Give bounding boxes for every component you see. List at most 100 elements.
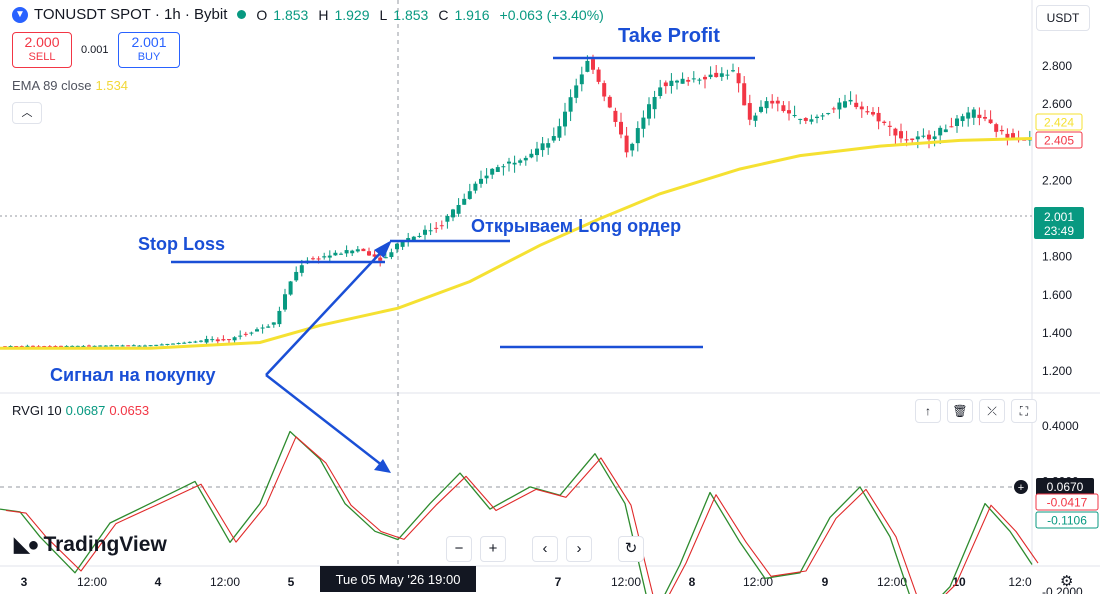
- maximize-pane-button[interactable]: ⛶: [1011, 399, 1037, 423]
- candle-body: [803, 118, 808, 121]
- open-long-label: Открываем Long ордер: [471, 216, 681, 236]
- market-status-icon: [237, 10, 247, 19]
- candle-body: [893, 128, 898, 136]
- candle-body: [820, 115, 825, 117]
- candle-body: [546, 143, 551, 148]
- symbol-legend[interactable]: ▼ TONUSDT SPOT · 1h · Bybit O 1.853 H 1.92…: [12, 6, 608, 23]
- candle-body: [159, 344, 164, 346]
- candle-body: [495, 167, 500, 172]
- close-label: C: [438, 6, 449, 23]
- osc-red-badge-bg: [1035, 493, 1099, 511]
- candle-body: [882, 121, 887, 123]
- candle-body: [994, 124, 999, 132]
- tradingview-logo[interactable]: ◣● TradingView: [14, 532, 167, 557]
- candle-body: [971, 109, 976, 118]
- time-tick: 4: [155, 575, 162, 589]
- candle-body: [70, 345, 75, 347]
- buy-label: BUY: [137, 51, 161, 63]
- candle-body: [456, 205, 461, 214]
- chart-settings-button[interactable]: ⚙: [1060, 572, 1073, 590]
- candle-body: [154, 344, 159, 346]
- zoom-in-button[interactable]: +: [480, 536, 506, 562]
- candle-body: [1005, 133, 1010, 138]
- buy-button[interactable]: 2.001 BUY: [118, 32, 180, 68]
- osc-tick: -0.2000: [1042, 585, 1083, 594]
- candle-body: [103, 345, 108, 347]
- candle-body: [815, 116, 819, 119]
- candle-body: [999, 129, 1004, 132]
- candle-body: [602, 83, 607, 97]
- candle-body: [277, 310, 282, 325]
- collapse-pane-button[interactable]: ⤫: [979, 399, 1005, 423]
- ema-price-badge-bg: [1035, 113, 1083, 131]
- candle-body: [899, 131, 903, 139]
- candle-body: [910, 138, 915, 141]
- time-tick: 5: [288, 575, 295, 589]
- candle-body: [92, 345, 97, 347]
- reset-chart-button[interactable]: ↻: [618, 536, 644, 562]
- candle-body: [115, 345, 119, 347]
- candle-body: [215, 339, 220, 342]
- candle-body: [193, 341, 198, 343]
- candle-body: [355, 249, 360, 252]
- candle-body: [747, 103, 752, 120]
- candle-body: [439, 225, 444, 227]
- candle-body: [255, 329, 259, 332]
- candle-body: [8, 345, 13, 347]
- move-pane-up-button[interactable]: ↑: [915, 399, 941, 423]
- candle-body: [120, 345, 125, 347]
- currency-selector[interactable]: USDT: [1036, 5, 1090, 31]
- buy-price: 2.001: [131, 34, 167, 50]
- osc-crosshair-badge-bg: [1036, 478, 1094, 496]
- candle-body: [417, 235, 422, 237]
- candle-body: [473, 183, 478, 191]
- candle-body: [294, 271, 299, 281]
- candle-body: [798, 118, 803, 120]
- chevron-up-icon: ︿: [21, 107, 33, 119]
- time-tick: 12:00: [210, 575, 240, 589]
- candle-body: [98, 345, 103, 347]
- candle-body: [876, 112, 881, 122]
- candle-body: [904, 139, 909, 141]
- delete-pane-button[interactable]: 🗑: [947, 399, 973, 423]
- rvgi-legend[interactable]: RVGI 10 0.0687 0.0653: [12, 403, 149, 418]
- candle-body: [563, 111, 567, 127]
- signal-arrow-up-head: [374, 240, 392, 258]
- candle-body: [316, 258, 321, 260]
- candle-body: [826, 113, 831, 115]
- time-tick: 3: [21, 575, 28, 589]
- candle-body: [400, 241, 405, 247]
- rvgi-value-1: 0.0687: [65, 403, 106, 418]
- signal-arrow-down: [265, 374, 384, 467]
- sell-button[interactable]: 2.000 SELL: [12, 32, 72, 68]
- candle-body: [81, 345, 86, 347]
- candle-body: [955, 118, 959, 127]
- candle-body: [871, 112, 875, 115]
- candle-body: [445, 216, 450, 222]
- ema-legend[interactable]: EMA 89 close 1.534: [12, 78, 128, 93]
- rvgi-signal-line: [5, 436, 1039, 594]
- candle-body: [64, 345, 69, 347]
- candle-body: [675, 80, 679, 83]
- candle-body: [831, 108, 836, 110]
- candle-body: [596, 69, 601, 82]
- crosshair-time-badge: [320, 566, 476, 592]
- scroll-left-button[interactable]: ‹: [532, 536, 558, 562]
- time-tick: 12:00: [877, 575, 907, 589]
- zoom-out-button[interactable]: −: [446, 536, 472, 562]
- candle-body: [764, 101, 769, 109]
- collapse-legend-button[interactable]: ︿: [12, 102, 42, 124]
- last-price-badge: 2.405: [1044, 134, 1074, 148]
- candle-body: [949, 126, 954, 128]
- candle-body: [344, 250, 349, 254]
- candle-body: [607, 96, 612, 108]
- time-tick: 12:0: [1008, 575, 1032, 589]
- candle-body: [59, 345, 63, 347]
- scroll-right-button[interactable]: ›: [566, 536, 592, 562]
- price-tick: 2.800: [1042, 59, 1072, 73]
- candle-body: [42, 346, 47, 348]
- candle-body: [31, 345, 35, 347]
- candle-body: [75, 345, 80, 347]
